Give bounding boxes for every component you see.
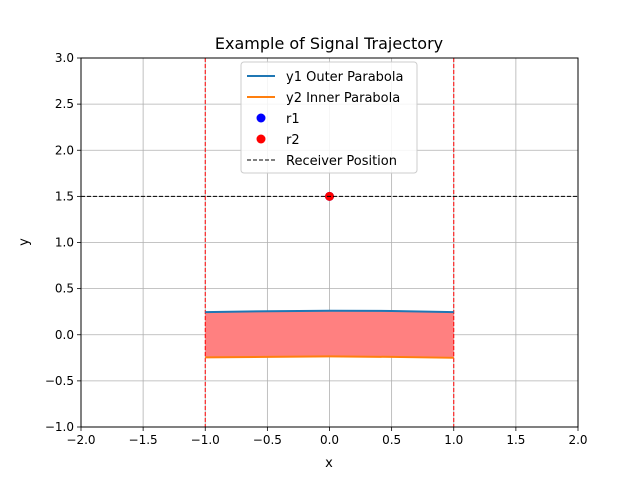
y-tick-label: 1.5	[55, 189, 74, 203]
legend-label: Receiver Position	[286, 154, 397, 169]
y-tick-label: 0.5	[55, 282, 74, 296]
x-tick-label: −1.5	[129, 433, 158, 447]
x-tick-label: 2.0	[568, 433, 587, 447]
x-axis-label: x	[325, 456, 333, 471]
legend-label: y1 Outer Parabola	[286, 70, 403, 85]
x-tick-label: 1.0	[444, 433, 463, 447]
series-line	[205, 355, 454, 359]
axis-ticks: −2.0 −1.5 −1.0 −0.5 0.0 0.5 1.0 1.5 2.0 −1.0 −0.5 0…	[45, 51, 588, 447]
y-tick-label: −1.0	[45, 420, 74, 434]
y-axis-label: y	[17, 238, 32, 246]
x-tick-label: −1.0	[191, 433, 220, 447]
x-tick-label: −0.5	[253, 433, 282, 447]
legend-marker	[256, 113, 266, 123]
legend-label: y2 Inner Parabola	[286, 91, 400, 106]
legend-marker	[256, 134, 266, 144]
y-tick-label: 0.0	[55, 328, 74, 342]
series-layer	[81, 58, 578, 427]
fill-area	[205, 310, 454, 358]
legend-label: r1	[286, 112, 300, 127]
y-tick-label: 1.0	[55, 236, 74, 250]
x-tick-label: 1.5	[506, 433, 525, 447]
legend-label: r2	[286, 133, 300, 148]
x-tick-label: −2.0	[66, 433, 95, 447]
y-tick-label: 2.5	[55, 97, 74, 111]
y-tick-label: 2.0	[55, 143, 74, 157]
series-line	[205, 309, 454, 314]
x-tick-label: 0.5	[382, 433, 401, 447]
x-tick-label: 0.0	[320, 433, 339, 447]
legend-box	[240, 61, 418, 174]
fill-between-area	[205, 310, 454, 358]
y-tick-label: −0.5	[45, 374, 74, 388]
legend: y1 Outer Parabola y2 Inner Parabola r1 r2 Re…	[240, 61, 418, 174]
y-tick-label: 3.0	[55, 51, 74, 65]
chart-title: Example of Signal Trajectory	[215, 34, 443, 53]
